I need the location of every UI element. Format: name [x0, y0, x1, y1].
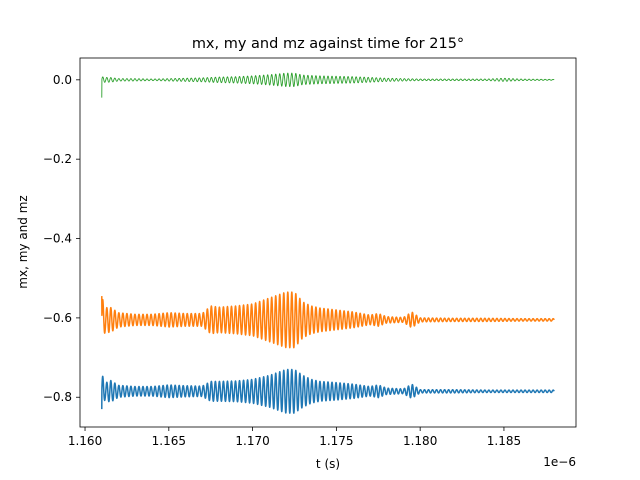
- chart-title: mx, my and mz against time for 215°: [192, 36, 464, 52]
- y-tick-label: 0.0: [53, 73, 72, 87]
- x-tick-label: 1.170: [235, 434, 269, 448]
- x-tick-label: 1.175: [319, 434, 353, 448]
- x-tick-label: 1.165: [152, 434, 186, 448]
- series-line-1: [101, 368, 555, 414]
- series-layer: [101, 72, 555, 414]
- series-line-3: [101, 72, 555, 98]
- y-tick-label: −0.6: [43, 311, 72, 325]
- y-tick-label: −0.4: [43, 232, 72, 246]
- x-tick-label: 1.185: [487, 434, 521, 448]
- x-axis-label: t (s): [316, 457, 340, 471]
- axes-frame: [79, 57, 577, 428]
- x-axis-ticks: 1.160 1.165 1.170 1.175 1.180 1.185: [68, 427, 521, 448]
- series-line-2: [101, 291, 555, 349]
- x-tick-label: 1.180: [403, 434, 437, 448]
- y-tick-label: −0.8: [43, 390, 72, 404]
- y-axis-ticks: 0.0 −0.2 −0.4 −0.6 −0.8: [43, 73, 80, 404]
- plot-area: [101, 72, 555, 414]
- y-axis-label: mx, my and mz: [16, 195, 30, 288]
- x-offset-label: 1e−6: [543, 455, 576, 469]
- y-tick-label: −0.2: [43, 152, 72, 166]
- x-tick-label: 1.160: [68, 434, 102, 448]
